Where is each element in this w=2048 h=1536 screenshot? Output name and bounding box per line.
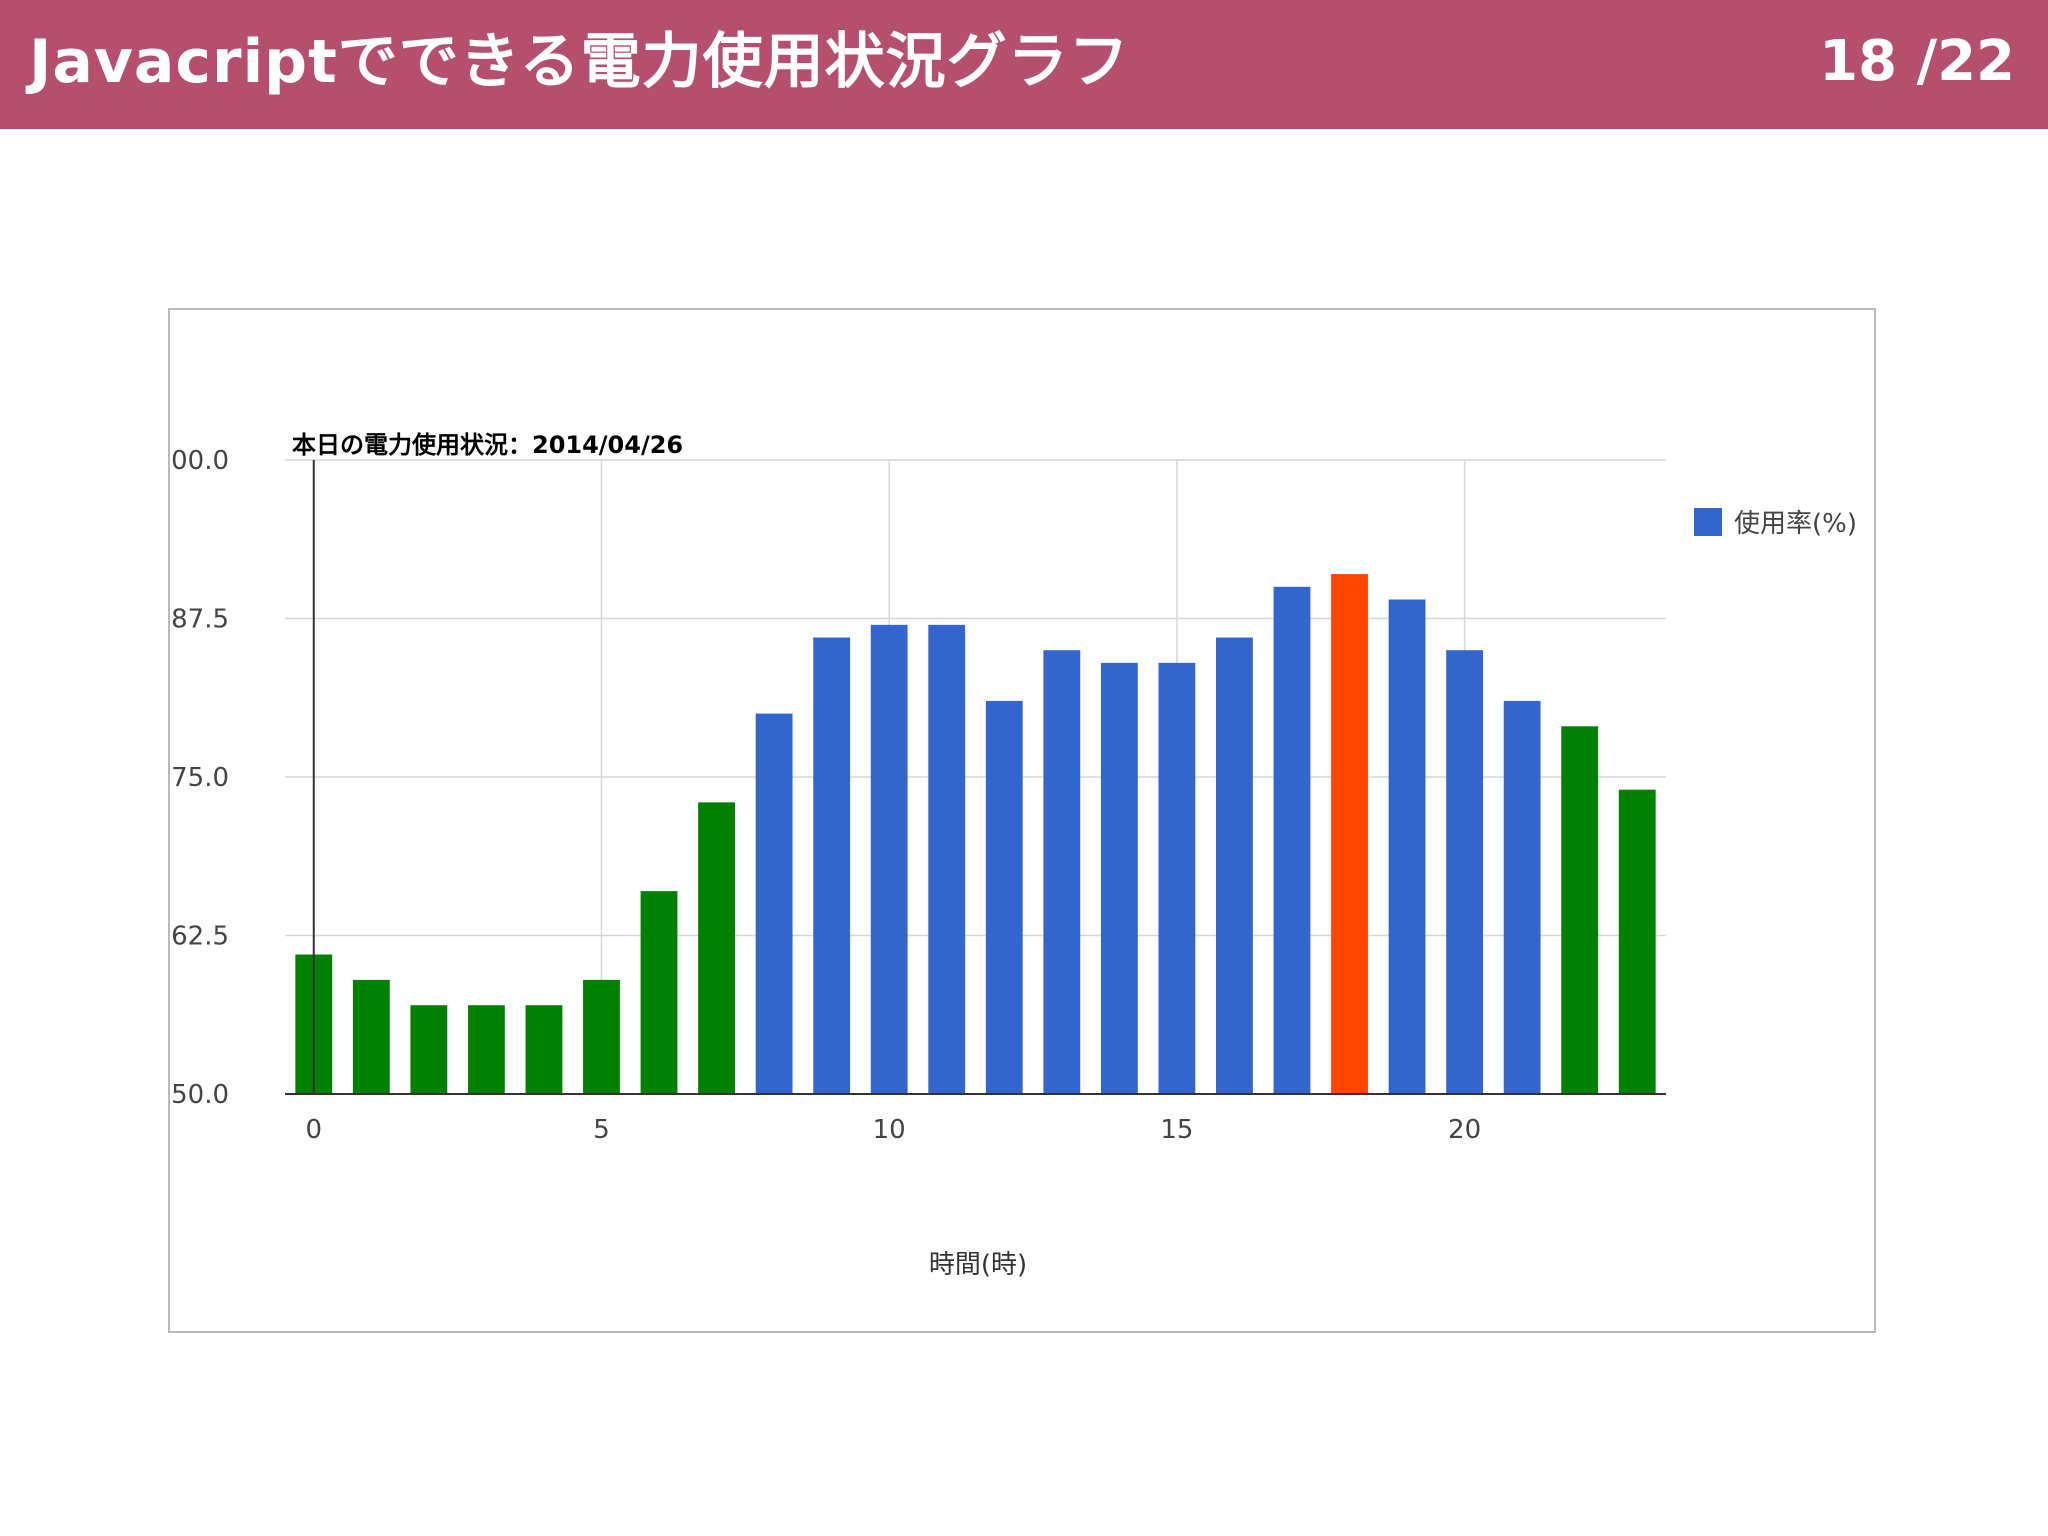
y-tick-label: 50.0 (171, 1080, 229, 1110)
y-axis-ticks: 50.0 62.5 75.0 87.5 100.0 (170, 446, 229, 1110)
chart-title: 本日の電力使用状況：2014/04/26 (292, 431, 683, 459)
x-tick-label: 10 (873, 1115, 906, 1145)
chart-frame: 本日の電力使用状況：2014/04/26 50.062.575.087.5100… (168, 308, 1876, 1333)
chart-legend: 使用率(%) (1694, 508, 1857, 539)
bar (1158, 662, 1196, 1094)
y-tick-label: 62.5 (171, 922, 229, 952)
bar (698, 802, 735, 1094)
bar (1446, 650, 1484, 1094)
bar (1561, 726, 1599, 1094)
x-tick-label: 15 (1160, 1115, 1193, 1145)
bar (870, 624, 908, 1094)
page-current: 18 (1819, 29, 1898, 94)
page-total: /22 (1916, 29, 2015, 94)
bar (1273, 586, 1311, 1094)
bar (1388, 599, 1426, 1094)
bar (1216, 637, 1253, 1094)
bar (583, 979, 620, 1094)
x-tick-label: 20 (1448, 1115, 1481, 1145)
bar (813, 637, 851, 1094)
y-tick-label: 100.0 (170, 446, 229, 476)
legend-swatch (1694, 508, 1722, 536)
bar (467, 1005, 505, 1094)
bar (985, 700, 1023, 1094)
bar (1331, 574, 1368, 1094)
chart-axes (285, 460, 1666, 1095)
bar (1100, 662, 1138, 1094)
page-number: 18 /22 (1819, 26, 2015, 98)
y-tick-label: 87.5 (171, 605, 229, 635)
slide-title: Javacriptでできる電力使用状況グラフ (29, 27, 1130, 97)
bar (352, 979, 390, 1094)
bar (1043, 650, 1081, 1094)
chart-bars (295, 574, 1656, 1094)
bar (928, 624, 966, 1094)
x-tick-label: 0 (305, 1115, 322, 1145)
x-tick-label: 5 (593, 1115, 610, 1145)
bar-chart: 本日の電力使用状況：2014/04/26 50.062.575.087.5100… (170, 431, 1857, 1280)
bar (640, 891, 678, 1094)
x-axis-label: 時間(時) (929, 1250, 1027, 1280)
bar (1618, 789, 1656, 1094)
y-tick-label: 75.0 (171, 763, 229, 793)
bar (525, 1005, 563, 1094)
bar (1503, 700, 1541, 1094)
x-axis-ticks: 0 5 10 15 20 (305, 1115, 1481, 1145)
slide-header: Javacriptでできる電力使用状況グラフ 18 /22 (0, 0, 2048, 129)
bar (755, 713, 793, 1094)
bar (410, 1005, 448, 1094)
legend-label: 使用率(%) (1734, 509, 1857, 539)
